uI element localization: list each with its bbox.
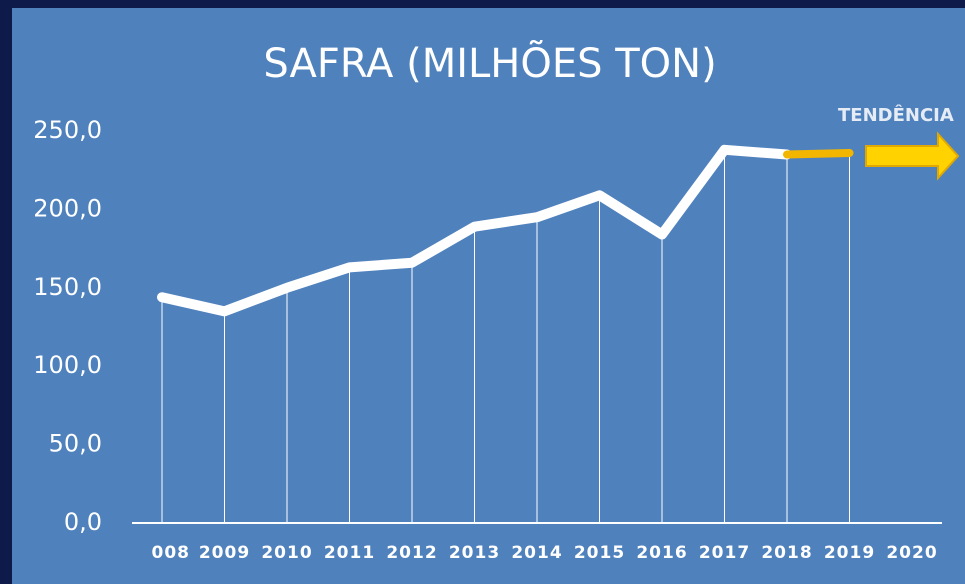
trend-arrow [865,131,960,181]
x-tick-label: 2011 [324,543,375,563]
x-tick-label: 008 [152,543,191,563]
y-tick-label: 0,0 [64,508,102,536]
x-tick-label: 2019 [824,543,875,563]
x-tick-label: 2012 [386,543,437,563]
series-line [783,148,854,159]
x-tick-label: 2016 [636,543,687,563]
panel [12,8,965,584]
y-tick-label: 250,0 [33,116,102,144]
x-tick-label: 2017 [699,543,750,563]
chart-title: SAFRA (MILHÕES TON) [263,39,716,87]
annotation: TENDÊNCIA [838,104,954,126]
x-tick-label: 2009 [199,543,250,563]
x-tick-label: 2020 [886,543,937,563]
series-line [157,144,792,317]
x-tick-label: 2010 [261,543,312,563]
y-tick-label: 150,0 [33,273,102,301]
y-tick-label: 200,0 [33,194,102,222]
x-tick-label: 2014 [511,543,562,563]
x-tick-label: 2015 [574,543,625,563]
x-tick-label: 2018 [761,543,812,563]
x-tick-label: 2013 [449,543,500,563]
y-tick-label: 100,0 [33,351,102,379]
y-tick-label: 50,0 [49,430,102,458]
